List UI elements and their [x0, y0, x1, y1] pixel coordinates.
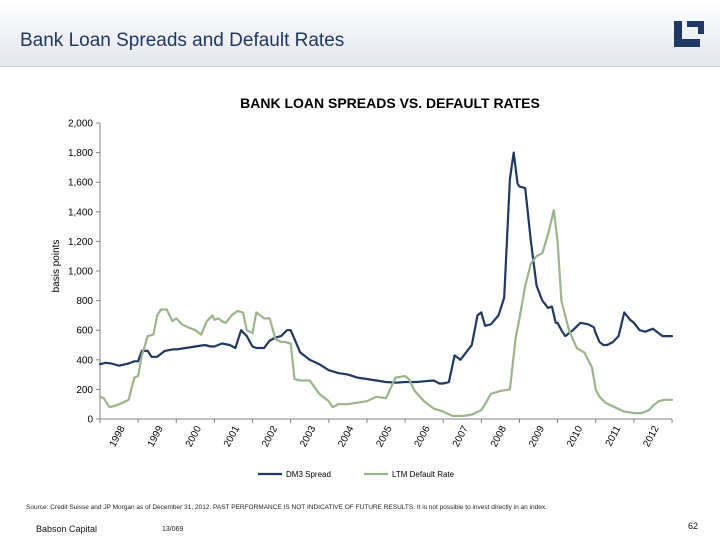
footer-code: 13/069 — [162, 526, 184, 533]
series-line-ltm-default-rate — [98, 209, 674, 418]
header-band — [0, 0, 720, 66]
x-tick-label: 2004 — [336, 424, 356, 449]
y-tick-label: 600 — [76, 326, 93, 337]
y-tick-label: 1,600 — [68, 178, 93, 189]
y-tick-label: 1,000 — [68, 267, 93, 278]
x-tick-label: 2011 — [604, 424, 624, 449]
x-tick-label: 2001 — [222, 424, 242, 449]
y-tick-label: 0 — [87, 415, 93, 426]
header-divider — [0, 66, 720, 67]
x-tick-label: 2006 — [413, 424, 433, 449]
babson-bracket-logo-icon — [674, 21, 704, 47]
x-tick-label: 2003 — [298, 424, 318, 449]
y-tick-label: 200 — [76, 385, 93, 396]
y-tick-label: 1,800 — [68, 148, 93, 159]
y-tick-label: 2,000 — [68, 119, 93, 130]
series-line-dm3-spread — [98, 151, 674, 385]
x-tick-label: 1999 — [146, 424, 166, 449]
legend-label: DM3 Spread — [286, 470, 331, 479]
x-tick-label: 2012 — [641, 424, 661, 449]
page-title: Bank Loan Spreads and Default Rates — [20, 30, 345, 51]
legend: DM3 Spread LTM Default Rate — [258, 470, 455, 479]
y-tick-label: 800 — [76, 296, 93, 307]
series-lines — [98, 151, 674, 418]
x-axis: 1998 1999 2000 2001 2002 2003 2004 2005 2006 2007… — [99, 418, 673, 449]
y-axis-label: basis points — [51, 240, 62, 293]
x-tick-label: 2007 — [451, 424, 471, 449]
x-tick-label: 2005 — [374, 424, 394, 449]
source-note: Source: Credit Suisse and JP Morgan as o… — [26, 504, 547, 511]
x-tick-label: 2000 — [184, 424, 204, 449]
y-tick-label: 400 — [76, 355, 93, 366]
page-number: 62 — [688, 521, 699, 531]
chart-title: BANK LOAN SPREADS VS. DEFAULT RATES — [240, 95, 540, 111]
y-axis: 0 200 400 600 800 1,000 1,200 1,400 1,600 1,800 2,… — [68, 119, 101, 426]
x-tick-label: 1998 — [108, 424, 128, 449]
x-tick-label: 2009 — [527, 424, 547, 449]
x-tick-label: 2010 — [565, 424, 585, 449]
footer-company: Babson Capital — [36, 524, 98, 534]
x-tick-label: 2002 — [260, 424, 280, 449]
x-tick-label: 2008 — [489, 424, 509, 449]
y-tick-label: 1,400 — [68, 207, 93, 218]
legend-label: LTM Default Rate — [392, 470, 455, 479]
y-tick-label: 1,200 — [68, 237, 93, 248]
